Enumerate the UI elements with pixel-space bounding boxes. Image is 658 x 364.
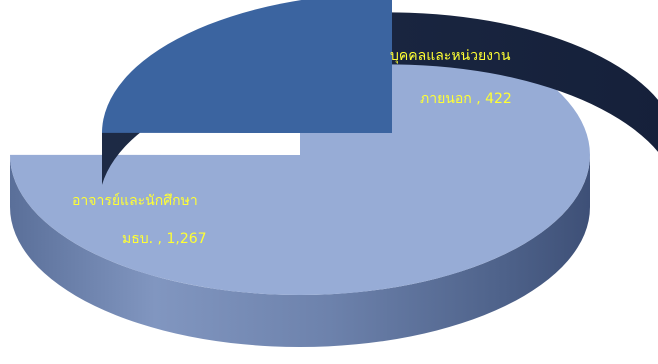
- label-internal-line2: มธบ. , 1,267: [122, 231, 207, 247]
- label-internal-line1: อาจารย์และนักศึกษา: [72, 192, 198, 209]
- label-external-line1: บุคคลและหน่วยงาน: [390, 48, 511, 64]
- pie-slice-external-top: [102, 0, 392, 133]
- label-external-line2: ภายนอก , 422: [420, 91, 512, 107]
